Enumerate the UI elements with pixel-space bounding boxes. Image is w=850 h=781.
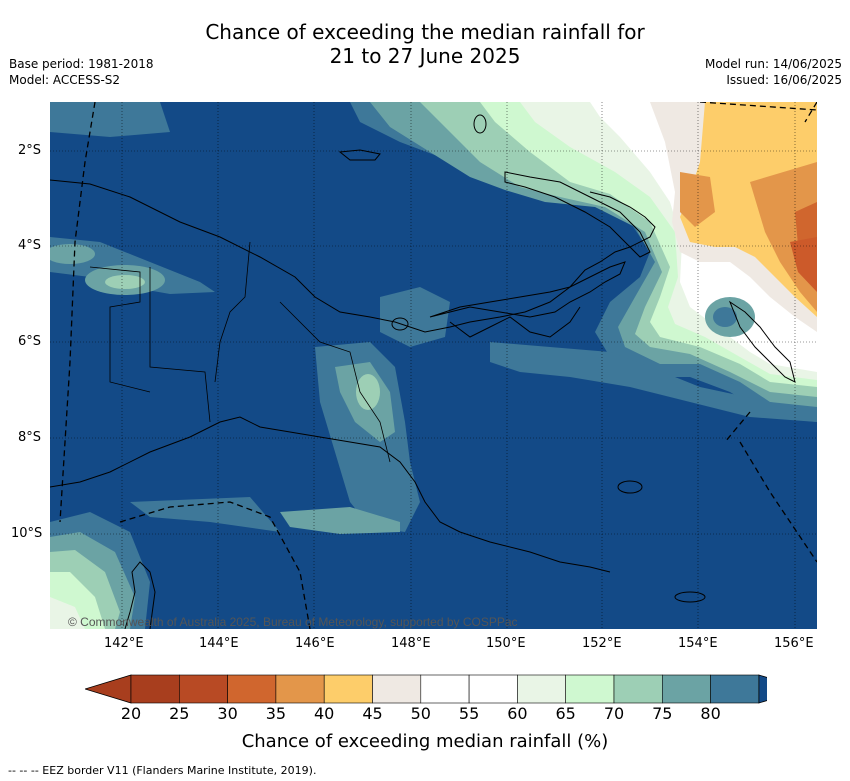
eez-legend-footer: -- -- -- EEZ border V11 (Flanders Marine… — [8, 764, 317, 777]
colorbar-segment — [275, 674, 325, 704]
lon-tick-148: 148°E — [391, 636, 431, 651]
colorbar-segment — [468, 674, 518, 704]
colorbar-label: 45 — [362, 704, 383, 723]
colorbar-segment — [565, 674, 615, 704]
lon-tick-154: 154°E — [678, 636, 718, 651]
lon-tick-146: 146°E — [295, 636, 335, 651]
colorbar-title: Chance of exceeding median rainfall (%) — [241, 731, 609, 752]
colorbar-segment — [661, 674, 711, 704]
lat-tick-6s: 6°S — [18, 334, 42, 349]
colorbar-label: 55 — [458, 704, 480, 723]
colorbar-segment — [710, 674, 760, 704]
copyright-text: © Commonwealth of Australia 2025, Bureau… — [68, 615, 518, 629]
colorbar-segment — [179, 674, 228, 704]
map-title-line2: 21 to 27 June 2025 — [329, 44, 521, 68]
lat-tick-2s: 2°S — [18, 143, 42, 158]
colorbar-segment — [613, 674, 663, 704]
colorbar-label: 65 — [555, 704, 576, 723]
lat-tick-10s: 10°S — [11, 526, 43, 541]
colorbar-over-arrow — [758, 674, 767, 704]
lat-tick-8s: 8°S — [18, 430, 42, 445]
colorbar-segment — [420, 674, 470, 704]
lon-tick-150: 150°E — [486, 636, 526, 651]
coastlines — [50, 114, 796, 629]
colorbar-segment — [323, 674, 373, 704]
lon-tick-152: 152°E — [582, 636, 622, 651]
colorbar-segment — [227, 674, 277, 704]
model-name: Model: ACCESS-S2 — [9, 73, 121, 87]
colorbar — [85, 674, 767, 704]
lon-tick-142: 142°E — [104, 636, 144, 651]
colorbar-segment — [130, 674, 180, 704]
colorbar-label: 60 — [507, 704, 528, 723]
colorbar-label: 75 — [652, 704, 673, 723]
lat-tick-4s: 4°S — [18, 238, 42, 253]
map-title-line1: Chance of exceeding the median rainfall … — [205, 20, 645, 44]
colorbar-label: 35 — [265, 704, 287, 723]
model-run: Model run: 14/06/2025 — [704, 57, 842, 71]
colorbar-segment — [372, 674, 422, 704]
lon-tick-144: 144°E — [199, 636, 239, 651]
eez-borders — [59, 102, 817, 629]
colorbar-label: 70 — [603, 704, 625, 723]
colorbar-label: 80 — [700, 704, 721, 723]
rainfall-map: © Commonwealth of Australia 2025, Bureau… — [50, 102, 817, 629]
colorbar-label: 40 — [314, 704, 335, 723]
province-borders — [89, 241, 391, 463]
colorbar-segment — [517, 674, 566, 704]
colorbar-label: 50 — [410, 704, 431, 723]
colorbar-label: 25 — [169, 704, 190, 723]
graticule — [50, 102, 817, 629]
base-period: Base period: 1981-2018 — [9, 57, 154, 71]
colorbar-label: 30 — [217, 704, 238, 723]
colorbar-under-arrow — [85, 674, 132, 704]
colorbar-label: 20 — [120, 704, 142, 723]
issued-date: Issued: 16/06/2025 — [726, 73, 842, 87]
lon-tick-156: 156°E — [774, 636, 814, 651]
